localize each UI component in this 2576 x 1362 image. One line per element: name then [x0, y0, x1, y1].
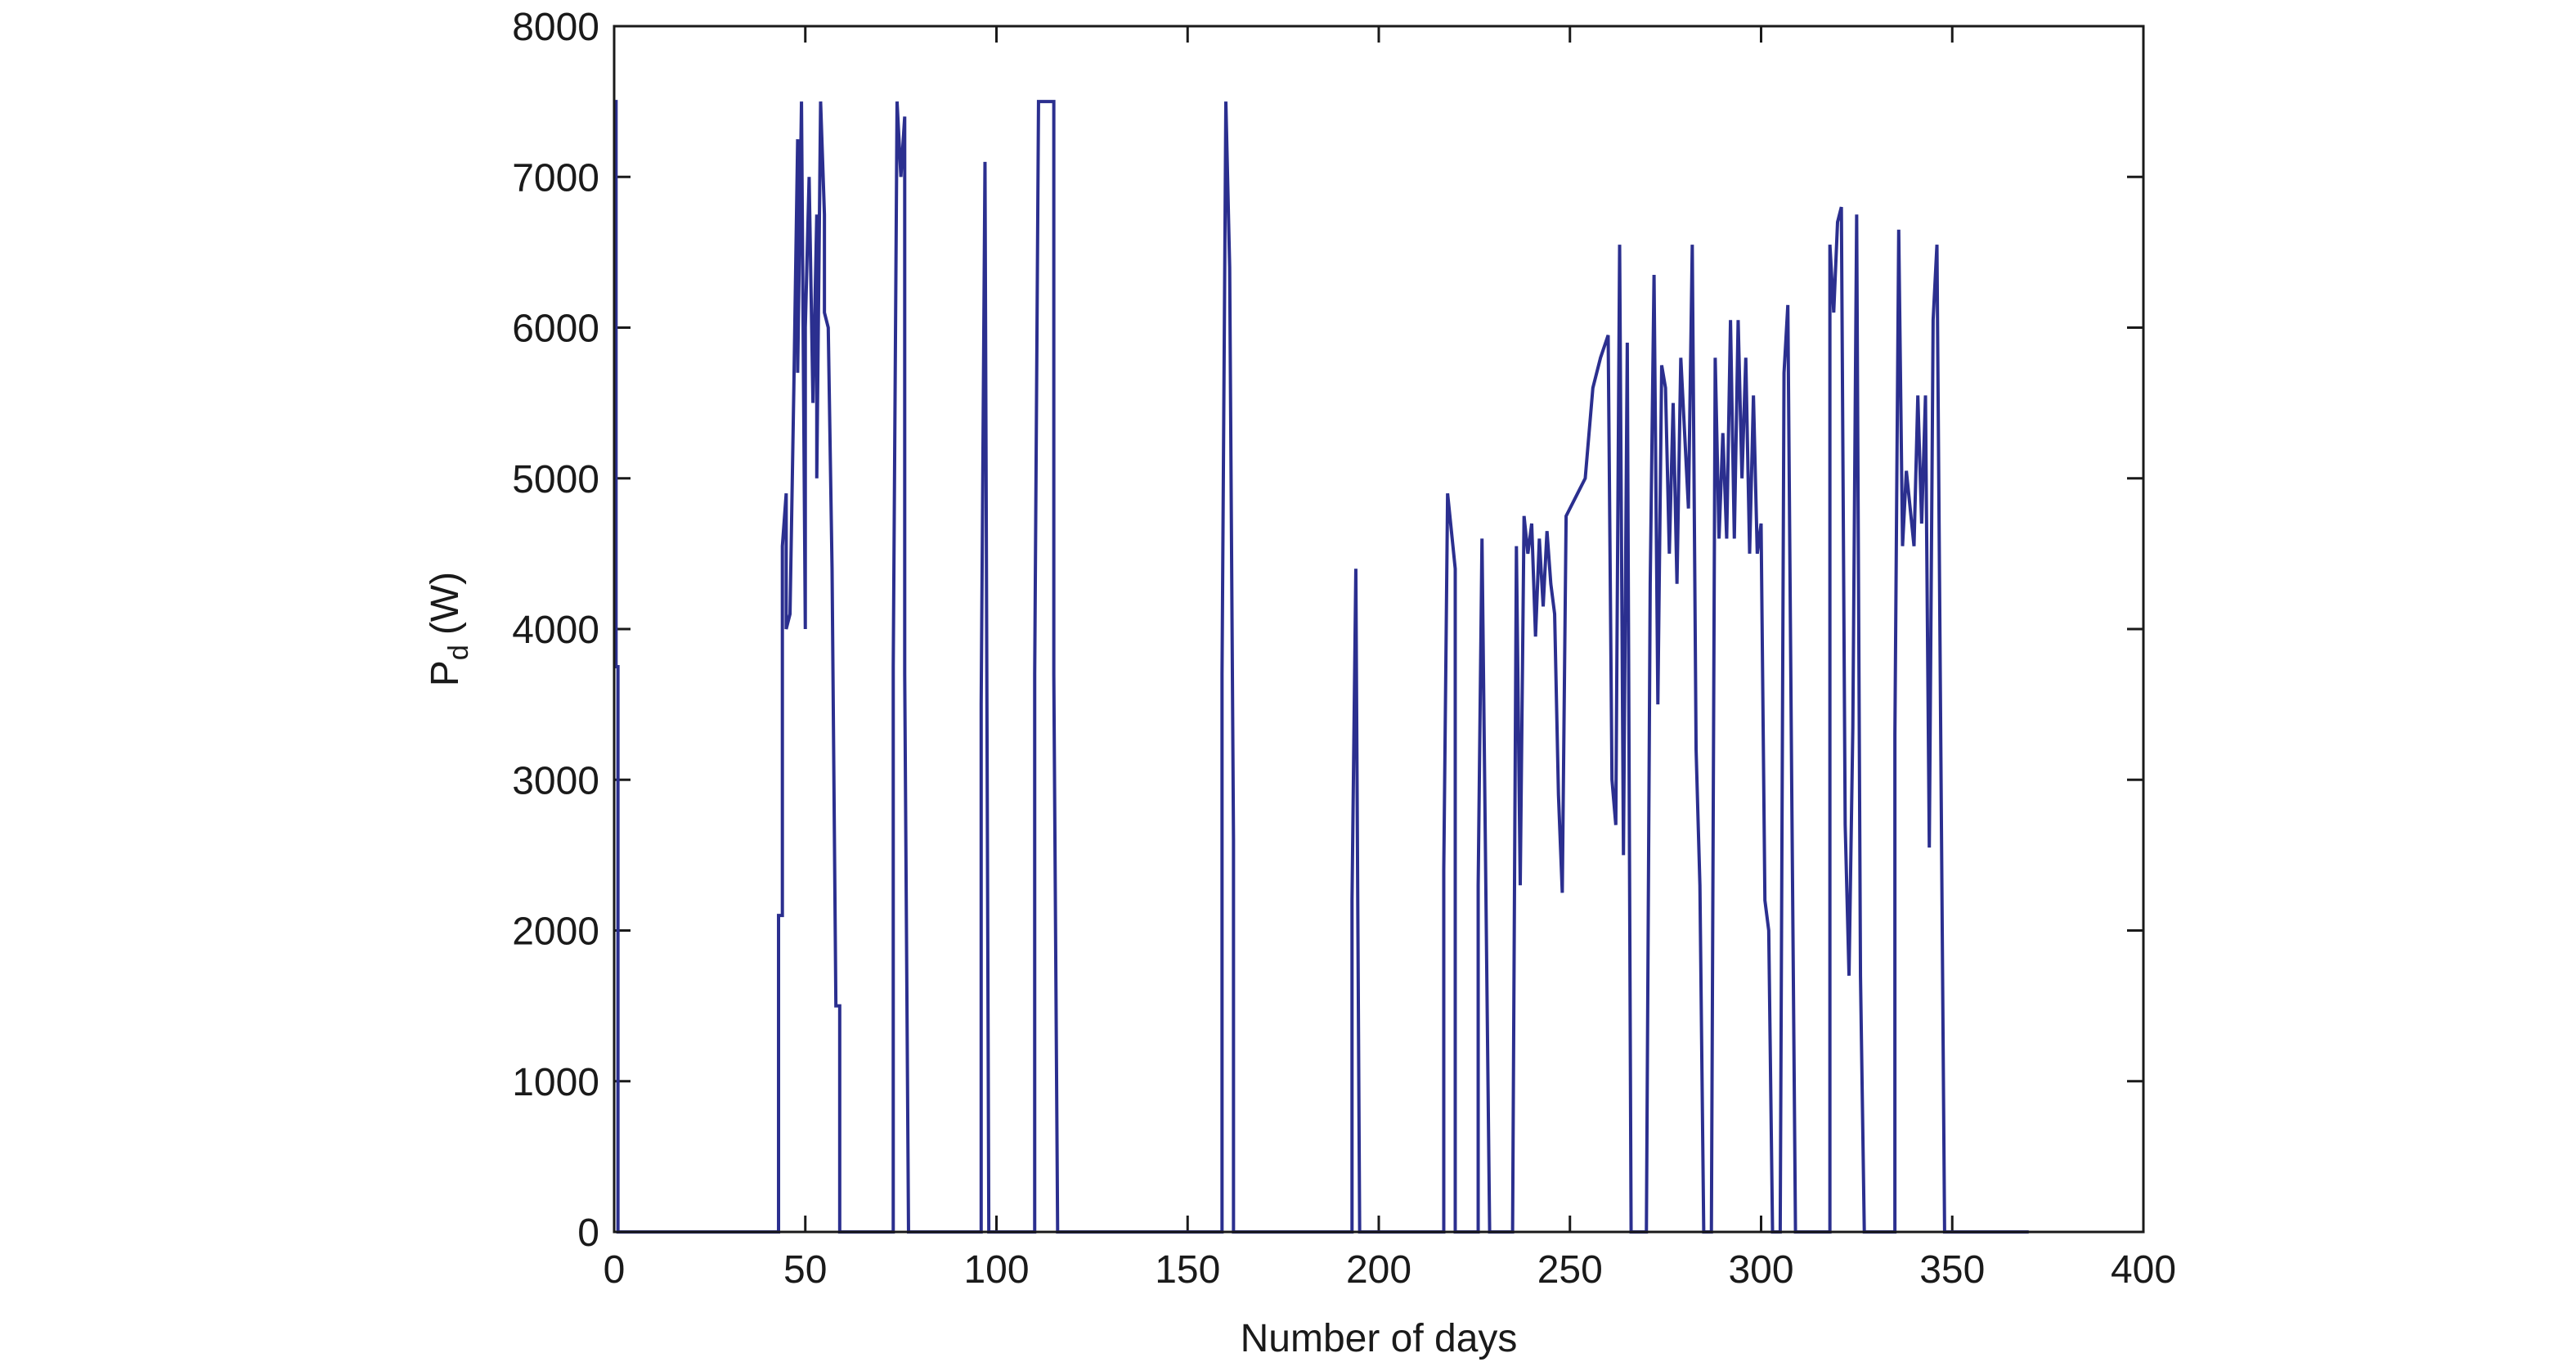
x-tick-label: 100	[963, 1248, 1029, 1292]
y-tick-label: 4000	[512, 609, 599, 652]
x-tick-label: 350	[1919, 1248, 1985, 1292]
x-tick-label: 0	[604, 1248, 626, 1292]
x-tick-label: 250	[1537, 1248, 1603, 1292]
x-tick-label: 400	[2111, 1248, 2176, 1292]
data-line	[614, 100, 2029, 1234]
y-label-rest: (W)	[424, 572, 467, 635]
x-tick-label: 150	[1155, 1248, 1220, 1292]
x-tick-label: 300	[1728, 1248, 1793, 1292]
y-tick-label: 7000	[512, 156, 599, 200]
y-tick-label: 1000	[512, 1061, 599, 1104]
y-tick-label: 2000	[512, 910, 599, 954]
y-tick-label: 8000	[512, 6, 599, 49]
y-label-main: P	[424, 660, 467, 686]
y-tick-label: 3000	[512, 759, 599, 802]
y-tick-label: 5000	[512, 458, 599, 501]
y-tick-label: 6000	[512, 308, 599, 351]
plot-frame	[613, 25, 2145, 1234]
x-tick-label: 50	[783, 1248, 827, 1292]
y-tick-label: 0	[577, 1211, 599, 1255]
x-tick-label: 200	[1346, 1248, 1411, 1292]
y-axis-label: Pd (W)	[424, 572, 474, 686]
y-label-sub: d	[443, 645, 474, 660]
x-axis-label: Number of days	[1241, 1317, 1518, 1360]
